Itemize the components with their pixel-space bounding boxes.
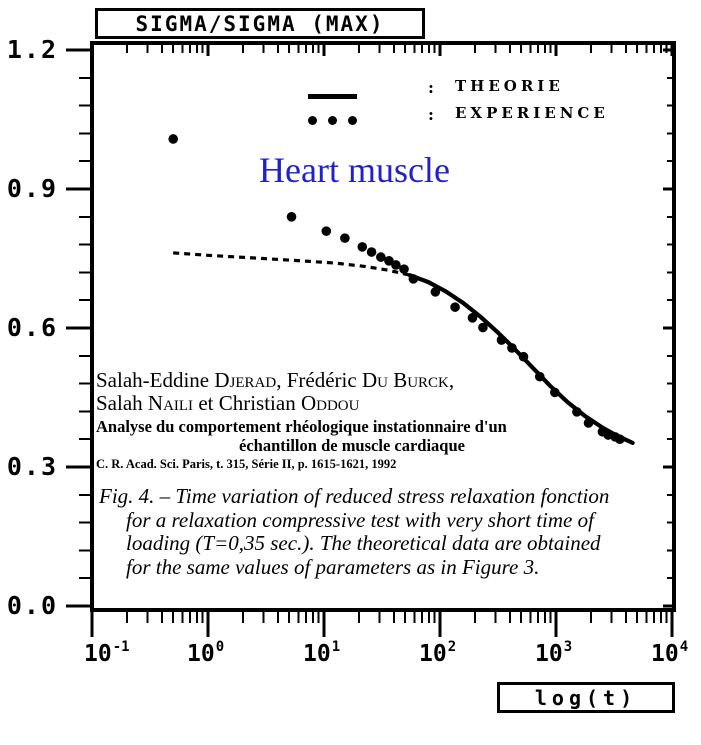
experience-point xyxy=(408,274,419,284)
experience-point xyxy=(534,371,545,382)
caption-line3: loading (T=0,35 sec.). The theoretical d… xyxy=(126,531,601,555)
y-axis-title: SIGMA/SIGMA (MAX) xyxy=(135,11,385,36)
legend-theory-label: THEORIE xyxy=(455,77,564,95)
legend-experience-dot-icon xyxy=(308,116,317,125)
y-axis-title-box: SIGMA/SIGMA (MAX) xyxy=(95,8,425,39)
caption-line1: Fig. 4. – Time variation of reduced stre… xyxy=(99,484,610,508)
x-axis-label: log(t) xyxy=(534,685,638,710)
experience-point xyxy=(384,256,394,266)
experience-point xyxy=(478,322,488,333)
y-tick-label: 0.9 xyxy=(6,174,58,203)
experience-point xyxy=(518,351,529,362)
experience-point xyxy=(399,264,409,274)
citation-authors-line2: Salah Naili et Christian Oddou xyxy=(96,391,360,415)
experience-point xyxy=(286,212,297,222)
citation-article-title-line1: Analyse du comportement rhéologique inst… xyxy=(96,417,507,436)
experience-point xyxy=(583,418,594,428)
x-tick-label: 10-1 xyxy=(84,639,130,667)
legend-experience-label: EXPERIENCE xyxy=(455,104,609,122)
y-tick-label: 0.0 xyxy=(6,591,58,620)
legend-theory-separator: : xyxy=(428,78,434,97)
experience-point xyxy=(391,260,401,270)
x-tick-exponent: -1 xyxy=(112,639,130,655)
experience-point xyxy=(168,134,178,144)
legend-theory-line-marker xyxy=(308,94,357,99)
experience-point xyxy=(366,247,377,257)
experience-point xyxy=(507,343,517,353)
experience-point xyxy=(550,387,560,398)
x-tick-label: 101 xyxy=(303,639,341,667)
x-tick-exponent: 3 xyxy=(563,639,573,655)
theory-curve-dashed xyxy=(173,251,411,277)
x-tick-exponent: 1 xyxy=(331,639,341,655)
y-tick-label: 1.2 xyxy=(6,35,58,64)
experience-point xyxy=(467,313,478,323)
x-tick-label: 100 xyxy=(187,639,225,667)
legend-experience-separator: : xyxy=(428,105,434,124)
x-tick-label: 104 xyxy=(651,639,689,667)
caption-line4: for the same values of parameters as in … xyxy=(126,554,540,579)
experience-point xyxy=(357,242,368,252)
x-tick-label: 102 xyxy=(419,639,457,667)
experience-point xyxy=(615,434,625,445)
x-tick-exponent: 0 xyxy=(215,639,225,655)
experience-point xyxy=(430,287,441,297)
figure-caption: Fig. 4. – Time variation of reduced stre… xyxy=(99,484,700,579)
x-tick-exponent: 2 xyxy=(447,639,457,655)
x-tick-label: 103 xyxy=(535,639,573,667)
citation-journal-ref: C. R. Acad. Sci. Paris, t. 315, Série II… xyxy=(96,457,397,471)
x-tick-exponent: 4 xyxy=(679,639,689,655)
experience-point xyxy=(572,407,582,417)
experience-point xyxy=(450,302,460,312)
citation-block: Salah-Eddine Djerad, Frédéric Du Burck, … xyxy=(96,369,608,473)
citation-authors-line1: Salah-Eddine Djerad, Frédéric Du Burck, xyxy=(96,368,455,392)
y-tick-label: 0.6 xyxy=(6,313,58,342)
legend-experience-dot-icon xyxy=(328,116,337,125)
experience-point xyxy=(376,252,386,262)
legend-experience-dot-icon xyxy=(348,116,357,125)
heart-muscle-annotation: Heart muscle xyxy=(259,150,450,190)
x-axis-label-box: log(t) xyxy=(497,682,675,713)
experience-point xyxy=(496,335,507,345)
caption-line2: for a relaxation compressive test with v… xyxy=(126,507,594,532)
experience-point xyxy=(321,226,332,236)
experience-point xyxy=(340,233,350,243)
y-tick-label: 0.3 xyxy=(6,452,58,481)
citation-article-title-line2: échantillon de muscle cardiaque xyxy=(239,436,465,455)
